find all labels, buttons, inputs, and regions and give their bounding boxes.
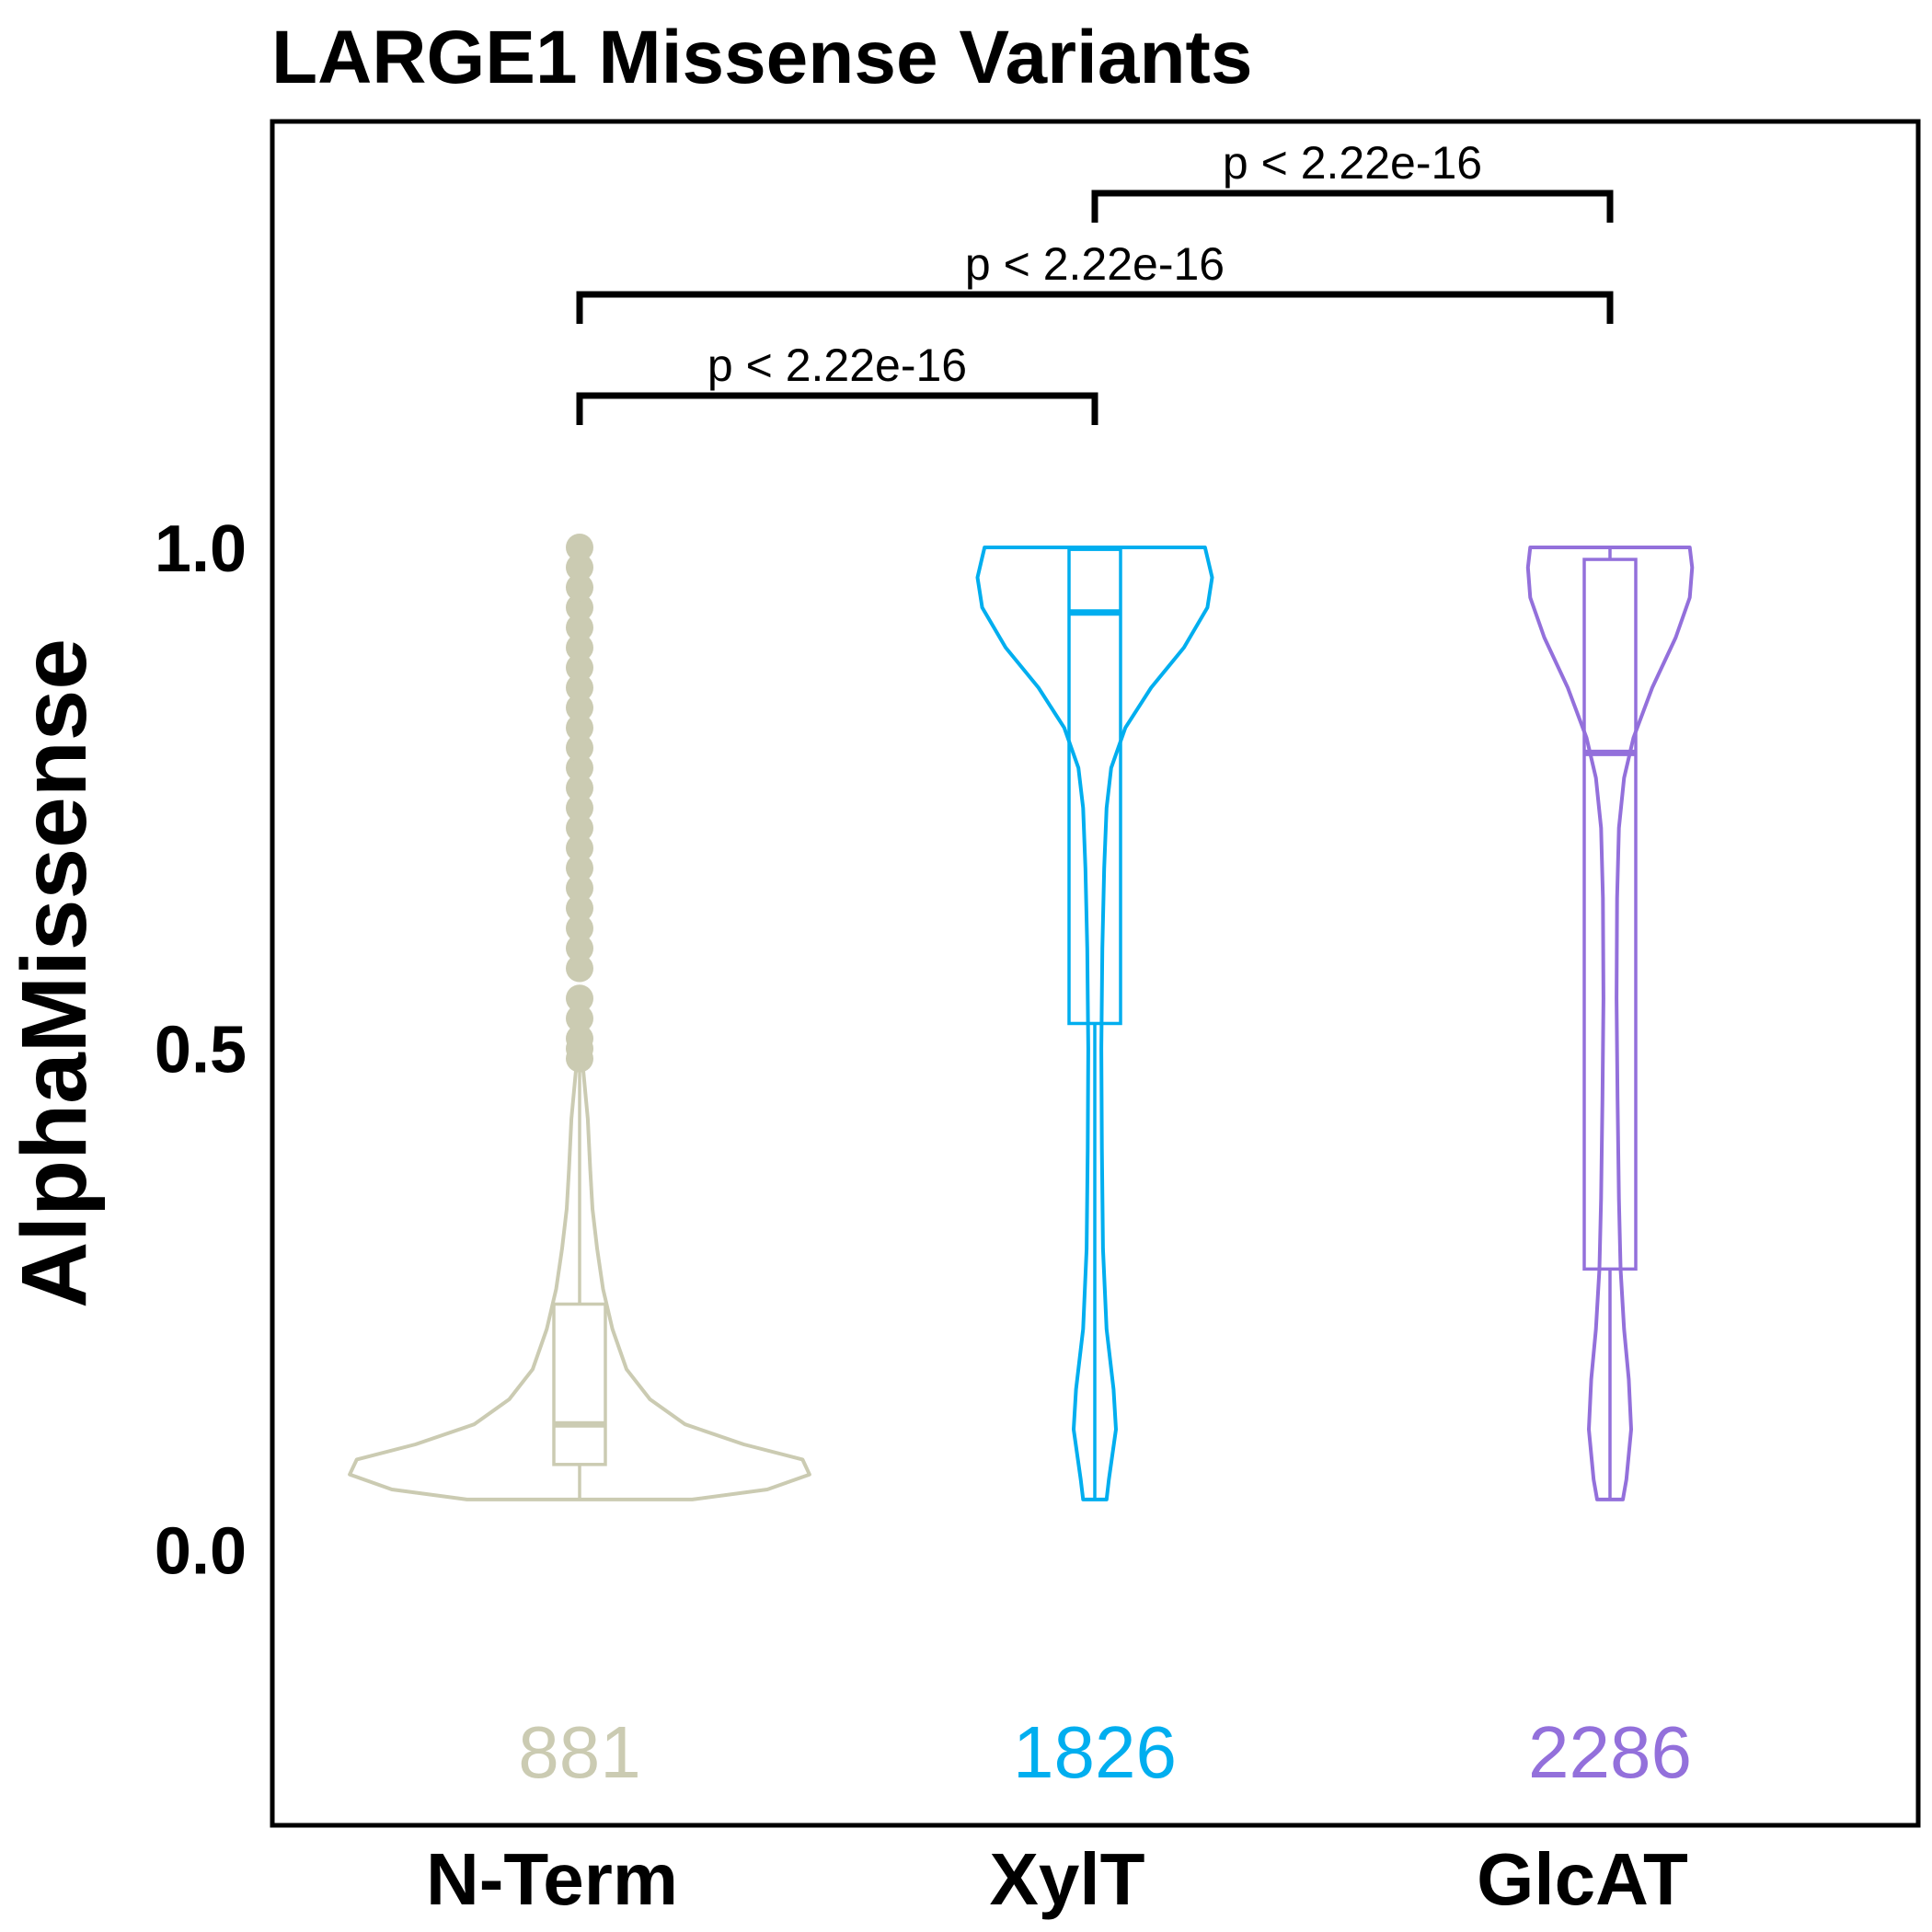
boxplots xyxy=(552,547,1638,1500)
x-tick-label: GlcAT xyxy=(1477,1838,1688,1920)
y-axis-label: AlphaMissense xyxy=(3,638,106,1308)
y-tick-label: 0.0 xyxy=(155,1514,247,1588)
violins xyxy=(348,546,1695,1501)
significance-brackets: p < 2.22e-16 p < 2.22e-16 p < 2.22e-16 xyxy=(576,137,1614,425)
outlier-point xyxy=(566,814,593,843)
count-label-n-term: 881 xyxy=(518,1711,640,1793)
p-value-label: p < 2.22e-16 xyxy=(965,238,1225,290)
x-tick-label: N-Term xyxy=(426,1838,678,1920)
outlier-point xyxy=(566,614,593,642)
significance-bracket xyxy=(1091,190,1614,223)
y-tick-label: 1.0 xyxy=(155,512,247,586)
outlier-point xyxy=(566,1005,593,1033)
p-value-label: p < 2.22e-16 xyxy=(1223,137,1482,189)
significance-bracket xyxy=(576,392,1098,425)
outlier-point xyxy=(566,733,593,762)
count-label-xylt: 1826 xyxy=(1013,1711,1177,1793)
box-n-term xyxy=(552,1302,607,1466)
outlier-points xyxy=(566,534,593,1073)
y-tick-label: 0.5 xyxy=(155,1014,247,1087)
x-tick-label: XylT xyxy=(990,1838,1145,1920)
count-label-glcat: 2286 xyxy=(1528,1711,1692,1793)
violin-xylt xyxy=(975,546,1214,1501)
sample-counts: 881 1826 2286 xyxy=(518,1711,1692,1793)
p-value-label: p < 2.22e-16 xyxy=(707,339,967,391)
outlier-point xyxy=(566,553,593,581)
outlier-point xyxy=(566,714,593,742)
outlier-point xyxy=(566,894,593,923)
significance-bracket xyxy=(576,291,1614,324)
chart-title: LARGE1 Missense Variants xyxy=(271,16,1252,99)
box-glcat xyxy=(1582,558,1638,1271)
outlier-point xyxy=(566,984,593,1013)
outlier-point xyxy=(566,653,593,682)
box-xylt xyxy=(1067,547,1122,1026)
outlier-point xyxy=(566,534,593,561)
outlier-point xyxy=(566,573,593,602)
outlier-point xyxy=(566,633,593,661)
outlier-point xyxy=(566,834,593,862)
outlier-point xyxy=(566,874,593,903)
outlier-point xyxy=(566,854,593,882)
outlier-point xyxy=(566,794,593,822)
outlier-point xyxy=(566,1024,593,1052)
outlier-point xyxy=(566,934,593,962)
y-axis-ticks: 0.0 0.5 1.0 xyxy=(155,512,247,1588)
plot-panel-border xyxy=(270,119,1921,1828)
outlier-point xyxy=(566,694,593,722)
outlier-point xyxy=(566,593,593,622)
outlier-point xyxy=(566,914,593,942)
outlier-point xyxy=(566,954,593,983)
outlier-point xyxy=(566,753,593,782)
outlier-point xyxy=(566,673,593,702)
x-axis-ticks: N-Term XylT GlcAT xyxy=(426,1838,1688,1920)
outlier-point xyxy=(566,774,593,802)
